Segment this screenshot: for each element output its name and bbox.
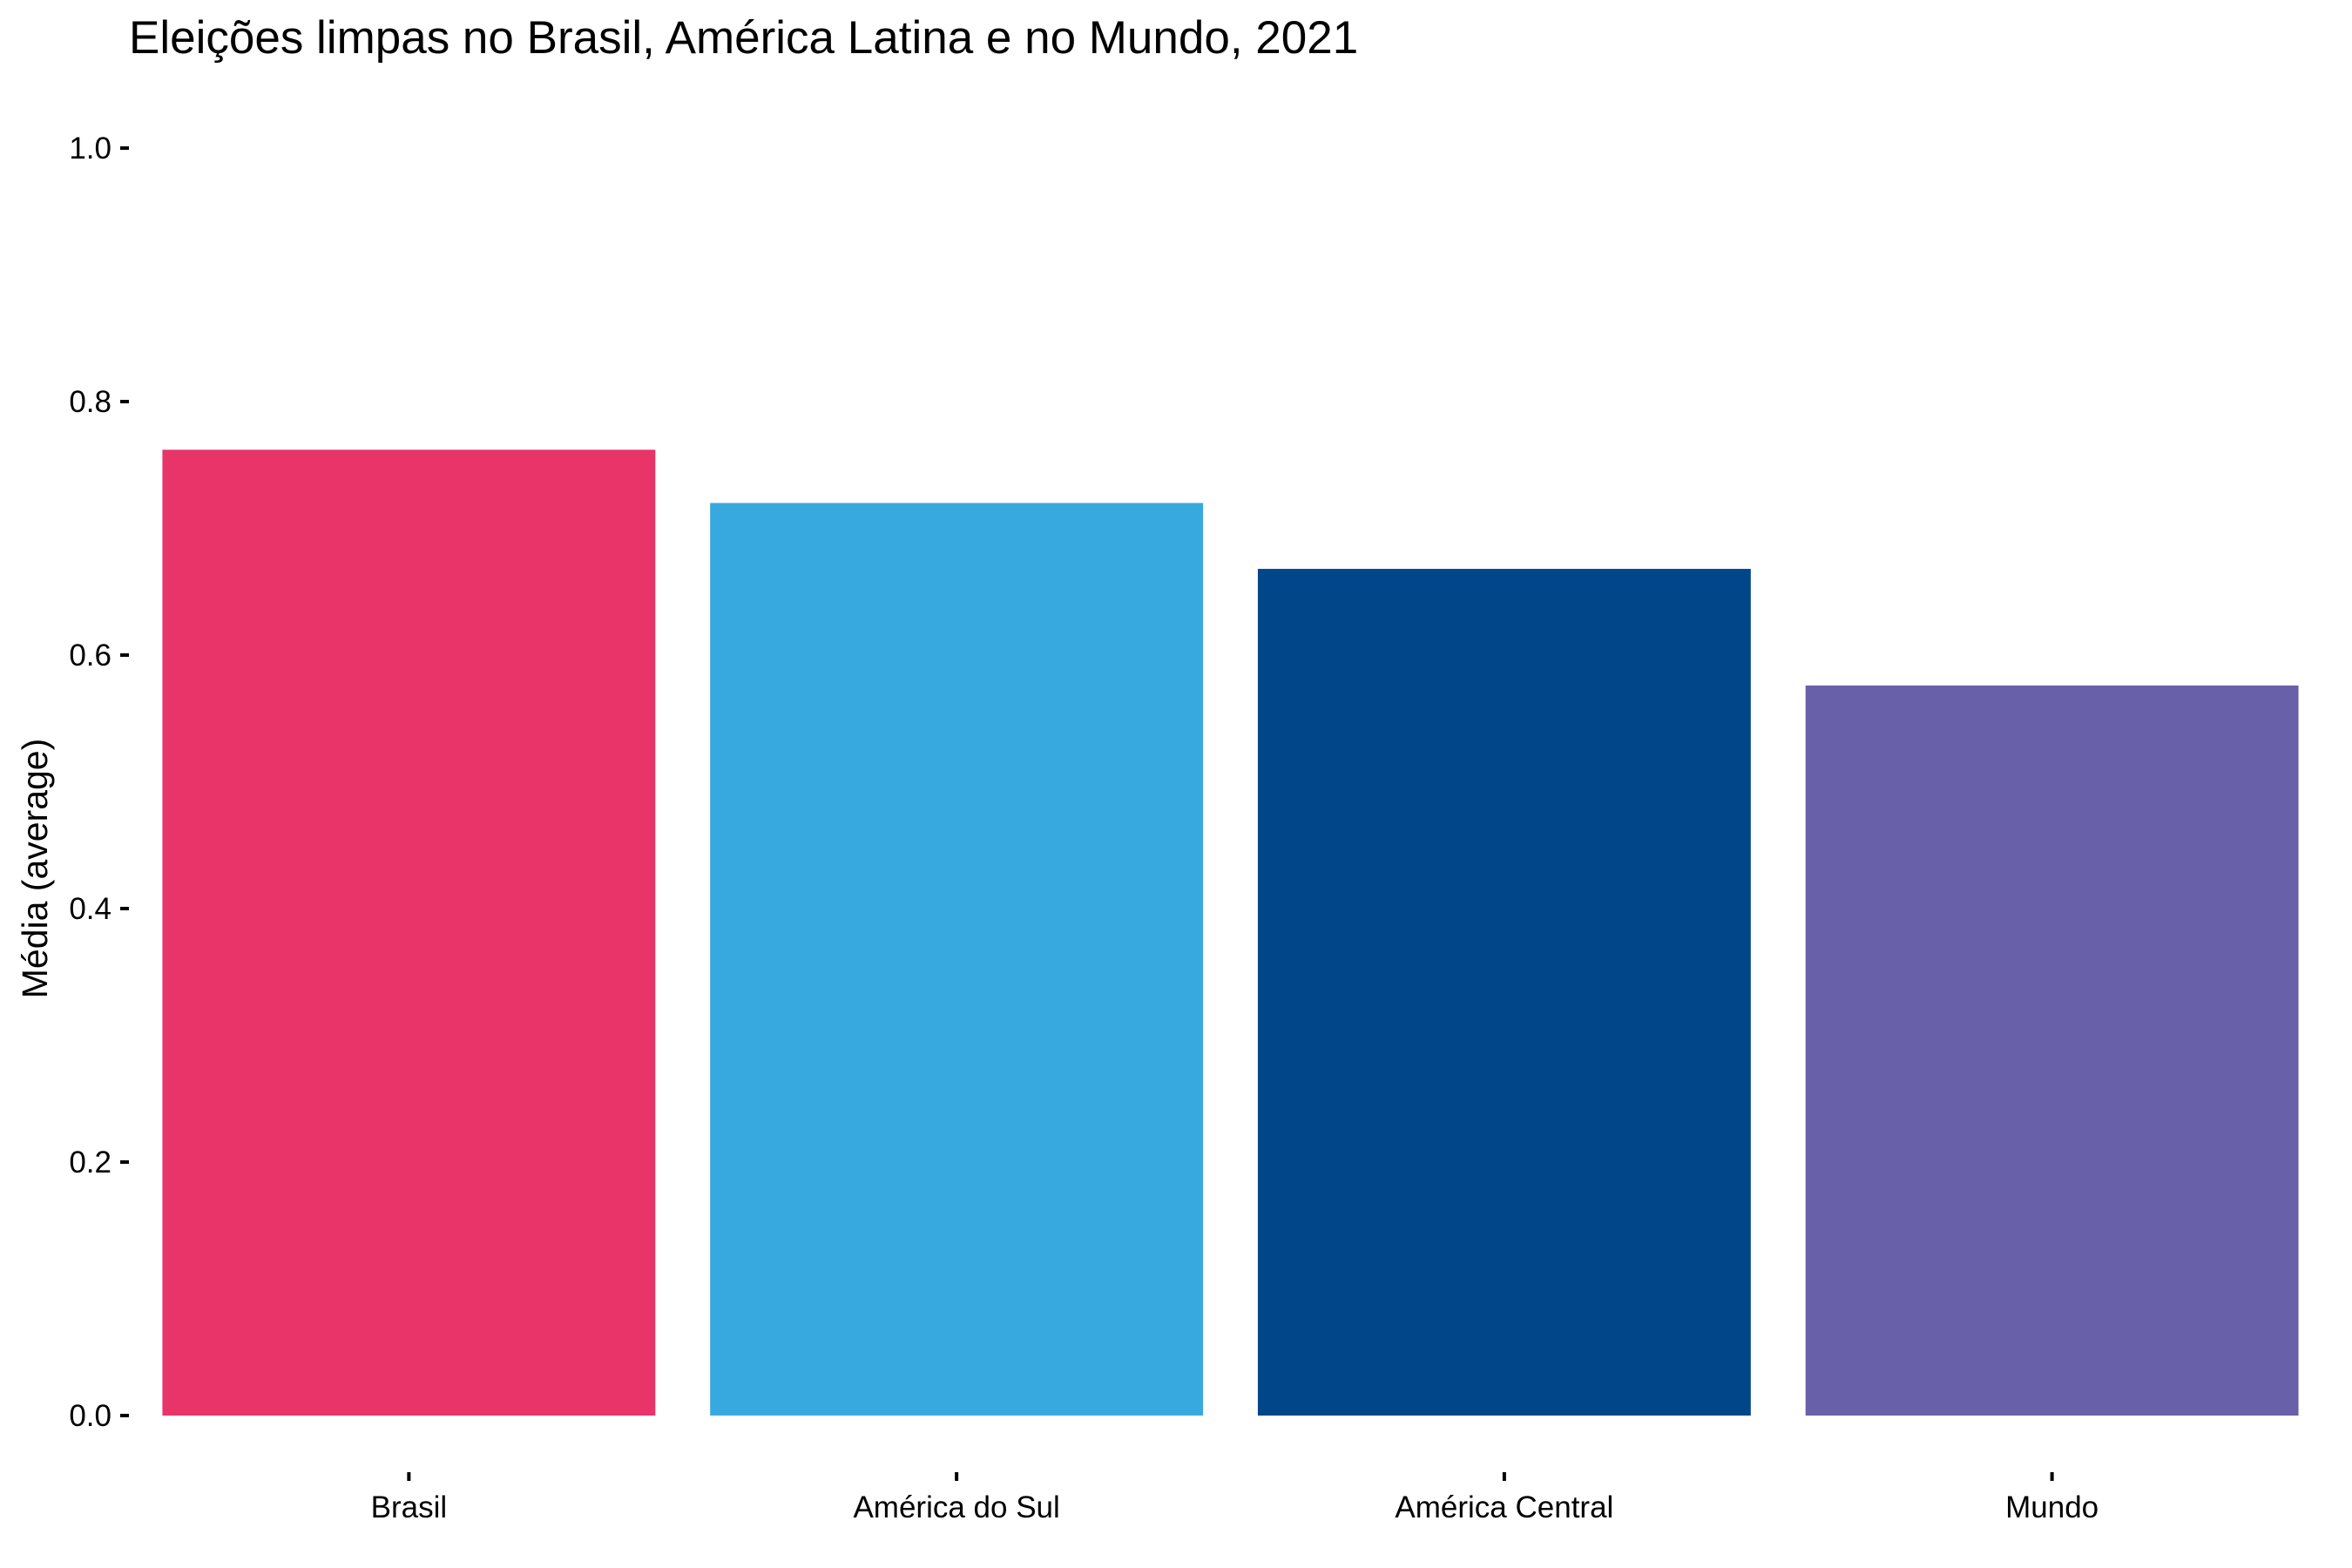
y-tick-label: 0.4 <box>69 892 112 926</box>
y-tick-label: 0.2 <box>69 1146 112 1179</box>
bar <box>1257 569 1751 1416</box>
y-tick-label: 0.0 <box>69 1399 112 1433</box>
x-axis: Brasil América do Sul América Central Mundo <box>371 1472 2099 1524</box>
bar <box>710 503 1204 1416</box>
y-tick-label: 1.0 <box>69 132 112 166</box>
x-tick-label: América do Sul <box>853 1490 1059 1524</box>
bar <box>162 449 656 1416</box>
y-tick-label: 0.6 <box>69 639 112 672</box>
x-tick-label: Mundo <box>2005 1490 2099 1524</box>
bars <box>162 449 2299 1416</box>
y-tick-label: 0.8 <box>69 385 112 419</box>
y-axis: 0.0 0.2 0.4 0.6 0.8 1.0 <box>69 132 129 1433</box>
x-tick-label: América Central <box>1395 1490 1613 1524</box>
bar <box>1805 685 2299 1416</box>
x-tick-label: Brasil <box>371 1490 448 1524</box>
y-axis-title: Média (average) <box>15 739 55 999</box>
chart-title: Eleições limpas no Brasil, América Latin… <box>129 12 1359 64</box>
